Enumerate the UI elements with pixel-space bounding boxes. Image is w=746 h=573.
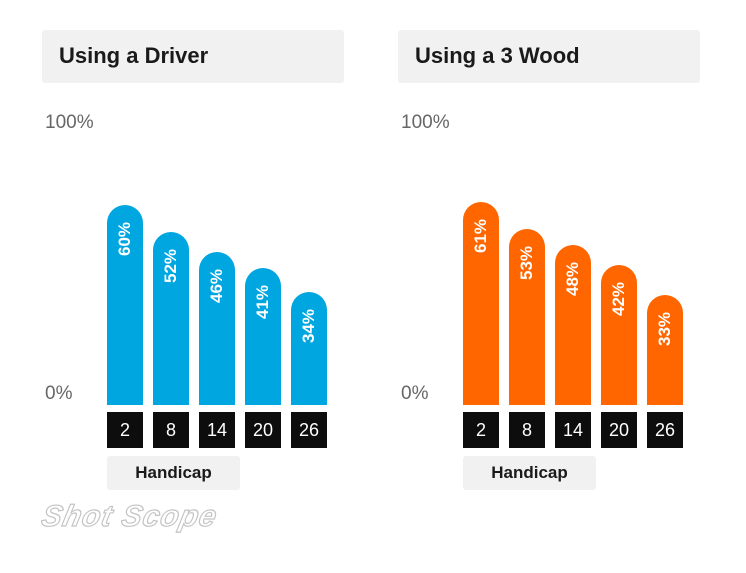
y-tick-max: 100% bbox=[45, 112, 94, 133]
bar bbox=[245, 268, 281, 405]
bar-data-label: 60% bbox=[115, 222, 134, 257]
chart-title: Using a 3 Wood bbox=[415, 43, 580, 68]
chart-title: Using a Driver bbox=[59, 43, 209, 68]
x-axis-label: Handicap bbox=[135, 463, 212, 482]
x-tick-label: 20 bbox=[601, 412, 637, 448]
bar bbox=[647, 295, 683, 405]
bar-data-label: 48% bbox=[563, 262, 582, 297]
bar-data-label: 42% bbox=[609, 282, 628, 317]
bar-data-label: 34% bbox=[299, 308, 318, 343]
bar-data-label: 52% bbox=[161, 248, 180, 283]
bar bbox=[555, 245, 591, 405]
chart-title-box: Using a 3 Wood bbox=[398, 30, 700, 83]
x-tick-label: 26 bbox=[647, 412, 683, 448]
bar bbox=[199, 251, 235, 405]
x-tick-label: 14 bbox=[199, 412, 235, 448]
bar bbox=[601, 265, 637, 405]
x-tick-label: 14 bbox=[555, 412, 591, 448]
bar bbox=[153, 231, 189, 405]
x-axis-label-box: Handicap bbox=[107, 456, 240, 490]
y-tick-min: 0% bbox=[401, 383, 429, 404]
chart-driver: Using a Driver 100% 0% 60% 52% 46% 41% 34% 2… bbox=[42, 0, 362, 520]
bar-data-label: 53% bbox=[517, 245, 536, 280]
bar-data-label: 41% bbox=[253, 285, 272, 320]
bar-data-label: 33% bbox=[655, 312, 674, 347]
chart-3-wood: Using a 3 Wood 100% 0% 61% 53% 48% 42% 33% 2… bbox=[398, 0, 718, 520]
y-tick-min: 0% bbox=[45, 383, 73, 404]
x-tick-label: 20 bbox=[245, 412, 281, 448]
bar bbox=[509, 228, 545, 405]
y-tick-max: 100% bbox=[401, 112, 450, 133]
x-tick-label: 8 bbox=[153, 412, 189, 448]
x-tick-label: 26 bbox=[291, 412, 327, 448]
x-axis-label-box: Handicap bbox=[463, 456, 596, 490]
bar-data-label: 61% bbox=[471, 218, 490, 253]
x-axis-label: Handicap bbox=[491, 463, 568, 482]
bar bbox=[107, 205, 143, 405]
bar bbox=[463, 201, 499, 405]
x-tick-label: 2 bbox=[463, 412, 499, 448]
x-tick-label: 2 bbox=[107, 412, 143, 448]
chart-title-box: Using a Driver bbox=[42, 30, 344, 83]
x-tick-label: 8 bbox=[509, 412, 545, 448]
shot-scope-logo: Shot Scope bbox=[38, 499, 221, 533]
bar bbox=[291, 291, 327, 405]
bar-data-label: 46% bbox=[207, 268, 226, 303]
